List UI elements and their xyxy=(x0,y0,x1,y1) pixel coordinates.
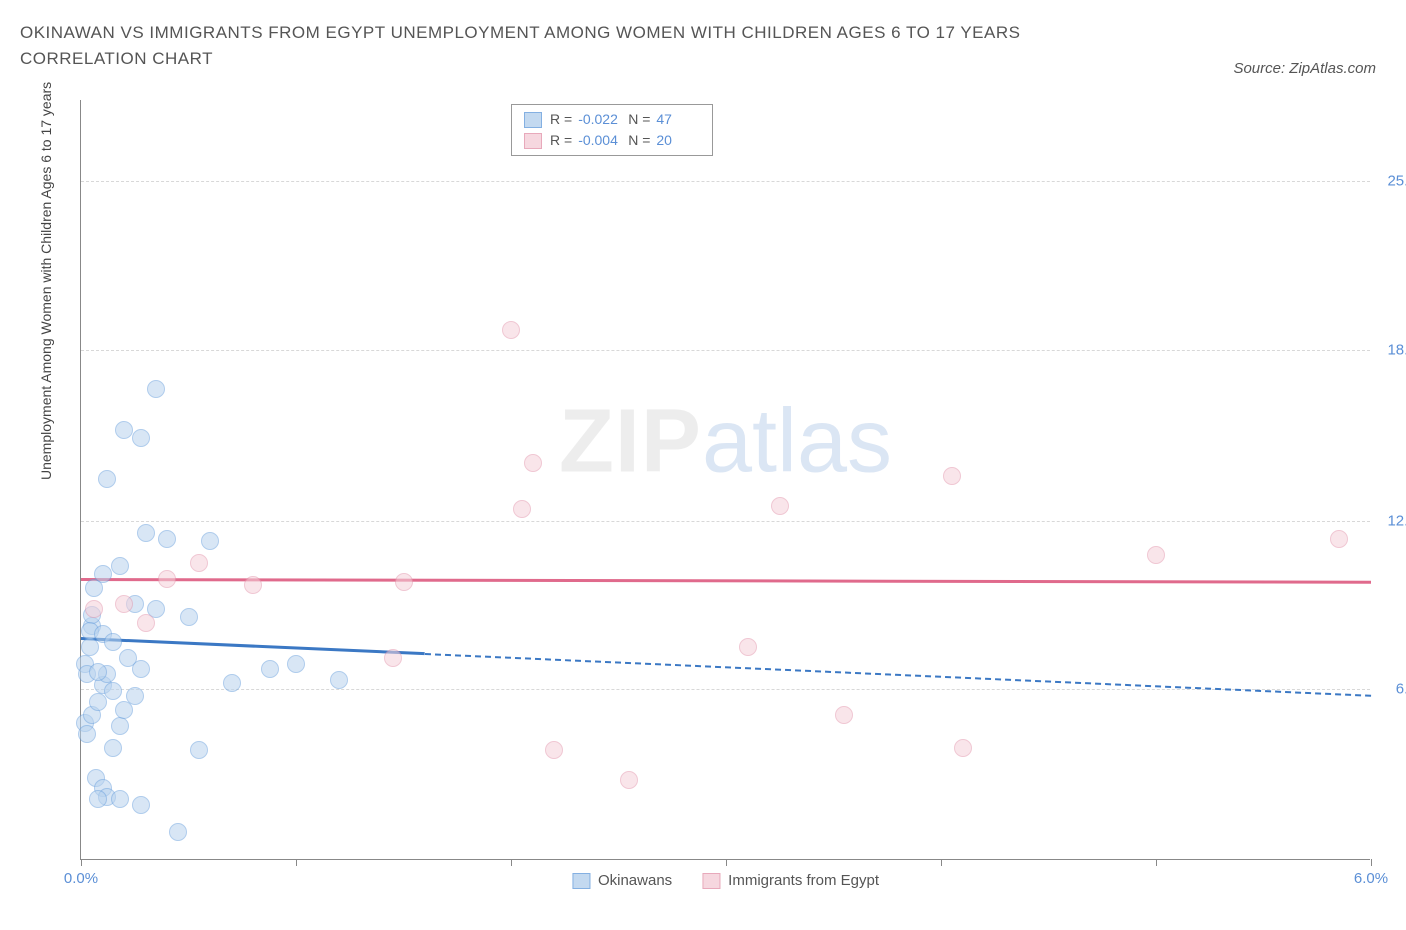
data-point xyxy=(190,554,208,572)
data-point xyxy=(1330,530,1348,548)
data-point xyxy=(524,454,542,472)
correlation-chart: OKINAWAN VS IMMIGRANTS FROM EGYPT UNEMPL… xyxy=(20,20,1386,910)
source-label: Source: ZipAtlas.com xyxy=(1233,60,1376,77)
data-point xyxy=(771,497,789,515)
n-value: 20 xyxy=(656,130,700,151)
n-label: N = xyxy=(628,109,650,130)
data-point xyxy=(78,725,96,743)
data-point xyxy=(111,790,129,808)
data-point xyxy=(169,823,187,841)
chart-title: OKINAWAN VS IMMIGRANTS FROM EGYPT UNEMPL… xyxy=(20,20,1120,71)
legend-row: R = -0.022 N = 47 xyxy=(524,109,700,130)
data-point xyxy=(132,429,150,447)
data-point xyxy=(943,467,961,485)
r-value: -0.022 xyxy=(578,109,622,130)
data-point xyxy=(132,796,150,814)
legend-swatch xyxy=(572,873,590,889)
data-point xyxy=(545,741,563,759)
data-point xyxy=(104,633,122,651)
data-point xyxy=(85,600,103,618)
y-axis-label: Unemployment Among Women with Children A… xyxy=(38,82,54,480)
x-tick xyxy=(1156,859,1157,866)
y-tick-label: 25.0% xyxy=(1387,173,1406,190)
data-point xyxy=(132,660,150,678)
r-value: -0.004 xyxy=(578,130,622,151)
x-tick-label: 0.0% xyxy=(64,870,98,887)
data-point xyxy=(115,595,133,613)
data-point xyxy=(147,380,165,398)
x-tick xyxy=(511,859,512,866)
x-tick xyxy=(81,859,82,866)
x-tick xyxy=(1371,859,1372,866)
stats-legend: R = -0.022 N = 47 R = -0.004 N = 20 xyxy=(511,104,713,156)
gridline xyxy=(81,350,1370,351)
watermark-atlas: atlas xyxy=(702,391,892,491)
data-point xyxy=(115,421,133,439)
gridline xyxy=(81,521,1370,522)
series-legend: Okinawans Immigrants from Egypt xyxy=(572,872,879,889)
data-point xyxy=(330,671,348,689)
legend-swatch xyxy=(702,873,720,889)
data-point xyxy=(1147,546,1165,564)
legend-row: R = -0.004 N = 20 xyxy=(524,130,700,151)
data-point xyxy=(137,614,155,632)
data-point xyxy=(81,638,99,656)
plot-area: ZIPatlas R =-0.022N =47R =-0.004N =20 Ok… xyxy=(80,100,1370,860)
data-point xyxy=(158,570,176,588)
data-point xyxy=(137,524,155,542)
data-point xyxy=(513,500,531,518)
n-label: N = xyxy=(628,130,650,151)
gridline xyxy=(81,689,1370,690)
data-point xyxy=(104,739,122,757)
data-point xyxy=(502,321,520,339)
data-point xyxy=(395,573,413,591)
legend-swatch xyxy=(524,112,542,128)
watermark-zip: ZIP xyxy=(559,391,702,491)
n-value: 47 xyxy=(656,109,700,130)
data-point xyxy=(620,771,638,789)
data-point xyxy=(111,717,129,735)
data-point xyxy=(223,674,241,692)
trend-line xyxy=(81,578,1371,583)
data-point xyxy=(89,790,107,808)
data-point xyxy=(190,741,208,759)
data-point xyxy=(835,706,853,724)
data-point xyxy=(201,532,219,550)
watermark: ZIPatlas xyxy=(559,390,892,493)
r-label: R = xyxy=(550,109,572,130)
x-tick xyxy=(726,859,727,866)
data-point xyxy=(104,682,122,700)
data-point xyxy=(126,687,144,705)
data-point xyxy=(739,638,757,656)
y-tick-label: 18.8% xyxy=(1387,341,1406,358)
data-point xyxy=(384,649,402,667)
data-point xyxy=(244,576,262,594)
legend-item: Immigrants from Egypt xyxy=(702,872,879,889)
x-tick xyxy=(296,859,297,866)
data-point xyxy=(954,739,972,757)
legend-item: Okinawans xyxy=(572,872,672,889)
y-tick-label: 6.3% xyxy=(1396,681,1406,698)
x-tick xyxy=(941,859,942,866)
data-point xyxy=(94,565,112,583)
gridline xyxy=(81,181,1370,182)
x-tick-label: 6.0% xyxy=(1354,870,1388,887)
legend-label: Okinawans xyxy=(598,872,672,889)
data-point xyxy=(180,608,198,626)
data-point xyxy=(261,660,279,678)
data-point xyxy=(287,655,305,673)
data-point xyxy=(158,530,176,548)
legend-swatch xyxy=(524,133,542,149)
data-point xyxy=(98,470,116,488)
legend-label: Immigrants from Egypt xyxy=(728,872,879,889)
data-point xyxy=(111,557,129,575)
data-point xyxy=(89,663,107,681)
r-label: R = xyxy=(550,130,572,151)
y-tick-label: 12.5% xyxy=(1387,512,1406,529)
